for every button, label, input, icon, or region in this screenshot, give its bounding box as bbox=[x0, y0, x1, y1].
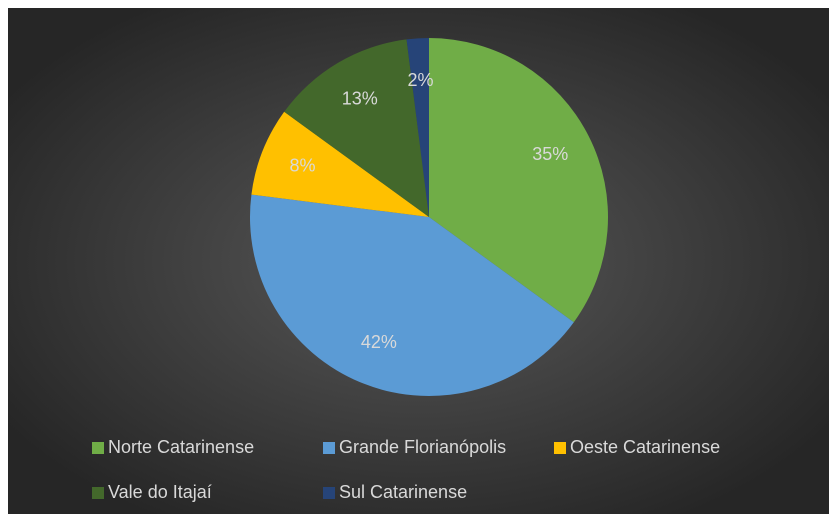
pie-slice bbox=[250, 194, 574, 396]
legend-marker bbox=[92, 487, 104, 499]
data-label: 13% bbox=[342, 89, 378, 109]
data-label: 8% bbox=[290, 156, 316, 176]
data-label: 2% bbox=[407, 70, 433, 90]
legend-marker bbox=[92, 442, 104, 454]
data-label: 42% bbox=[361, 332, 397, 352]
legend-marker bbox=[323, 442, 335, 454]
pie-slice bbox=[429, 38, 608, 323]
legend-label: Vale do Itajaí bbox=[108, 482, 212, 502]
legend-marker bbox=[323, 487, 335, 499]
legend-marker bbox=[554, 442, 566, 454]
pie-slice bbox=[251, 111, 429, 217]
pie-slice bbox=[284, 39, 429, 217]
data-label: 35% bbox=[532, 144, 568, 164]
pie-slice bbox=[406, 38, 429, 217]
legend-label: Norte Catarinense bbox=[108, 437, 254, 457]
legend-label: Grande Florianópolis bbox=[339, 437, 506, 457]
legend-label: Oeste Catarinense bbox=[570, 437, 720, 457]
legend-label: Sul Catarinense bbox=[339, 482, 467, 502]
